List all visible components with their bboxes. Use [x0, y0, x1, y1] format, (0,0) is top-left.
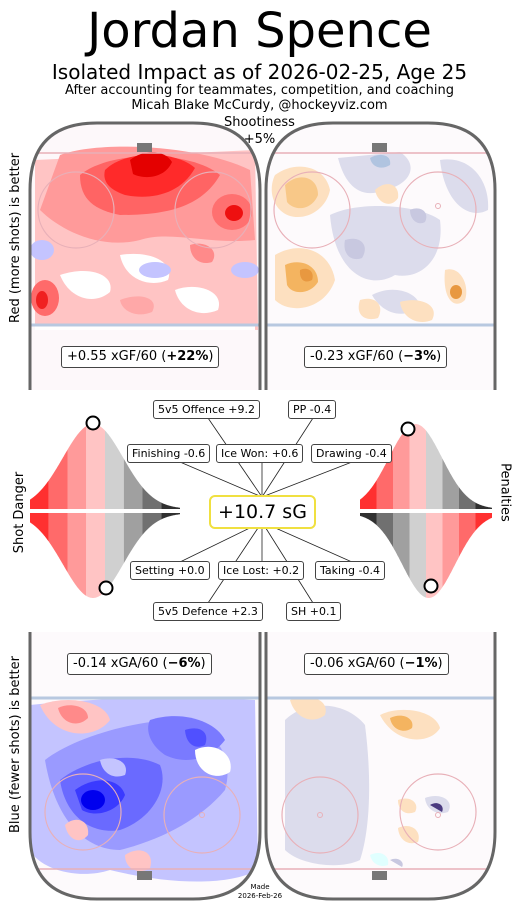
subtitle: Isolated Impact as of 2026-02-25, Age 25	[51, 60, 468, 84]
distribution-band	[459, 513, 476, 557]
distribution-band	[409, 513, 426, 598]
rink-metric-top-left: +0.55 xGF/60 (+22%)	[61, 346, 220, 368]
ice-won-box: Ice Won: +0.6	[216, 444, 304, 463]
distribution-band	[161, 502, 180, 509]
percentile-marker	[98, 580, 114, 596]
setting-box: Setting +0.0	[130, 561, 210, 580]
distribution-band	[123, 513, 143, 564]
distribution-band	[105, 513, 124, 592]
author-credit: Micah Blake McCurdy, @hockeyviz.com	[131, 98, 388, 113]
distribution-band	[376, 449, 393, 509]
distribution-band	[48, 449, 68, 509]
top-axis-label: Red (more shots) is better	[8, 152, 23, 323]
distribution-band	[86, 513, 105, 598]
distribution-band	[360, 513, 377, 526]
goal-net-icon	[137, 143, 152, 152]
distribution-band	[426, 513, 443, 598]
penalties-distribution	[360, 421, 492, 598]
shootiness-value: +5%	[243, 132, 276, 147]
taking-box: Taking -0.4	[315, 561, 385, 580]
sh-box: SH +0.1	[286, 602, 342, 621]
rink-top-right	[264, 121, 497, 390]
goal-net-icon	[137, 871, 152, 880]
heatmap-top-left	[30, 146, 260, 330]
distribution-band	[48, 513, 68, 573]
goal-net-icon	[372, 871, 387, 880]
page-title: Jordan Spence	[87, 3, 432, 59]
distribution-band	[123, 458, 143, 509]
rink-metric-top-right: -0.23 xGF/60 (−3%)	[304, 346, 448, 368]
distribution-band	[30, 480, 49, 509]
distribution-band	[86, 424, 105, 509]
distribution-band	[105, 430, 124, 509]
bottom-axis-label: Blue (fewer shots) is better	[8, 656, 23, 833]
distribution-band	[442, 513, 459, 588]
heatmap-bottom-left	[30, 696, 260, 882]
distribution-band	[442, 458, 459, 509]
rink-bottom-right	[264, 632, 497, 901]
shootiness-label: Shootiness	[224, 115, 295, 130]
distribution-band	[426, 430, 443, 509]
distribution-band	[475, 502, 492, 509]
distribution-band	[360, 480, 377, 509]
finishing-box: Finishing -0.6	[127, 444, 211, 463]
distribution-band	[475, 513, 492, 531]
rink-bottom-left	[28, 632, 262, 901]
subtitle-adjustment: After accounting for teammates, competit…	[65, 83, 454, 98]
made-date: Made 2026-Feb-26	[237, 883, 283, 900]
ice-lost-box: Ice Lost: +0.2	[218, 561, 305, 580]
distribution-band	[376, 513, 393, 548]
offence-box: 5v5 Offence +9.2	[153, 400, 261, 419]
distribution-band	[142, 487, 162, 509]
total-impact-box: +10.7 sG	[209, 495, 316, 529]
distribution-band	[393, 426, 410, 509]
drawing-box: Drawing -0.4	[311, 444, 392, 463]
shot-danger-distribution	[30, 415, 180, 598]
distribution-band	[409, 424, 426, 509]
percentile-marker	[400, 421, 416, 437]
distribution-band	[459, 487, 476, 509]
percentile-marker	[85, 415, 101, 431]
pp-box: PP -0.4	[288, 400, 337, 419]
distribution-band	[67, 426, 87, 509]
distribution-band	[30, 513, 49, 542]
percentile-marker	[423, 578, 439, 594]
distribution-band	[393, 513, 410, 579]
rink-metric-bottom-right: -0.06 xGA/60 (−1%)	[304, 653, 449, 675]
defence-box: 5v5 Defence +2.3	[153, 602, 263, 621]
goal-net-icon	[372, 143, 387, 152]
distribution-band	[142, 513, 162, 535]
heatmap-top-right	[266, 152, 495, 327]
rink-metric-bottom-left: -0.14 xGA/60 (−6%)	[67, 653, 212, 675]
rink-top-left	[28, 121, 262, 390]
shot-danger-label: Shot Danger	[12, 471, 27, 554]
heatmap-bottom-right	[266, 696, 495, 870]
distribution-band	[161, 513, 180, 520]
distribution-band	[67, 513, 87, 596]
penalties-label: Penalties	[497, 463, 513, 522]
